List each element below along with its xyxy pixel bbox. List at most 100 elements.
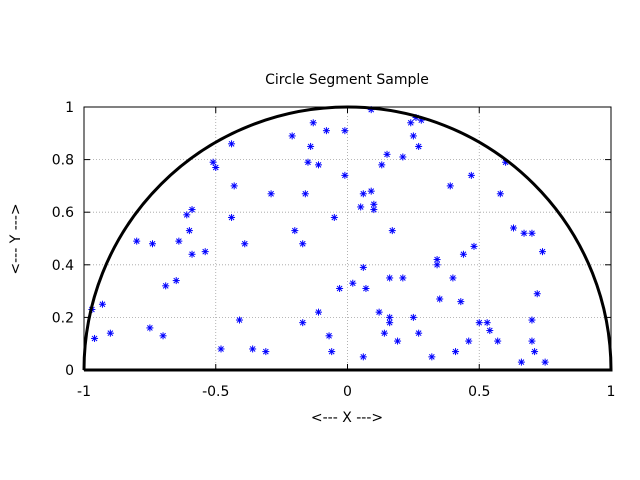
x-tick-label: 0 [343, 384, 352, 400]
data-point [212, 163, 220, 171]
data-point [409, 313, 417, 321]
data-point [288, 132, 296, 140]
data-point [399, 153, 407, 161]
data-point [322, 127, 330, 135]
data-point [341, 127, 349, 135]
x-tick-label: -0.5 [202, 384, 229, 400]
data-point [341, 171, 349, 179]
data-point [380, 329, 388, 337]
data-point [528, 337, 536, 345]
data-point [315, 161, 323, 169]
grid-lines [84, 107, 611, 370]
data-point [486, 327, 494, 335]
data-point [483, 319, 491, 327]
x-tick-label: 1 [607, 384, 616, 400]
x-tick-label: 0.5 [468, 384, 490, 400]
data-point [162, 282, 170, 290]
data-point [457, 298, 465, 306]
data-point [149, 240, 157, 248]
data-point [183, 211, 191, 219]
data-point [520, 229, 528, 237]
x-axis-label: <--- X ---> [311, 410, 383, 426]
data-point [465, 337, 473, 345]
data-point [541, 358, 549, 366]
data-point [494, 337, 502, 345]
data-point [359, 263, 367, 271]
data-point [475, 319, 483, 327]
data-point [459, 250, 467, 258]
data-point [415, 329, 423, 337]
y-tick-label: 0 [65, 363, 74, 379]
data-point [436, 295, 444, 303]
data-point [415, 142, 423, 150]
data-point [262, 348, 270, 356]
data-point [328, 348, 336, 356]
data-point [188, 206, 196, 214]
data-point [235, 316, 243, 324]
data-point [531, 348, 539, 356]
data-point [407, 119, 415, 127]
tick-labels: -1 -0.5 0 0.5 1 0 0.2 0.4 0.6 0.8 1 [52, 100, 616, 400]
y-axis-label: <--- Y ---> [8, 203, 24, 274]
plot-frame [83, 106, 612, 371]
y-tick-label: 0.6 [52, 205, 74, 221]
data-point [357, 203, 365, 211]
data-point [330, 213, 338, 221]
data-point [201, 248, 209, 256]
data-point [307, 142, 315, 150]
y-tick-label: 0.4 [52, 258, 74, 274]
data-point [91, 334, 99, 342]
data-point [359, 190, 367, 198]
data-point [291, 227, 299, 235]
data-point [175, 237, 183, 245]
data-point [362, 284, 370, 292]
data-point [386, 319, 394, 327]
data-point [336, 284, 344, 292]
data-point [388, 227, 396, 235]
data-point [370, 200, 378, 208]
data-point [446, 182, 454, 190]
data-point [309, 119, 317, 127]
data-point [159, 332, 167, 340]
data-point [428, 353, 436, 361]
data-point [228, 140, 236, 148]
y-tick-label: 0.8 [52, 153, 74, 169]
data-point [217, 345, 225, 353]
y-tick-label: 0.2 [52, 310, 74, 326]
data-point [538, 248, 546, 256]
data-point [409, 132, 417, 140]
data-point [241, 240, 249, 248]
data-point [267, 190, 275, 198]
data-point [383, 150, 391, 158]
data-point [452, 348, 460, 356]
data-point [370, 206, 378, 214]
data-point [228, 213, 236, 221]
data-point [378, 161, 386, 169]
data-point [230, 182, 238, 190]
data-point [470, 242, 478, 250]
data-point [299, 240, 307, 248]
data-point [209, 158, 217, 166]
data-point [510, 224, 518, 232]
data-point [433, 261, 441, 269]
data-point [533, 290, 541, 298]
data-point [528, 316, 536, 324]
data-point [106, 329, 114, 337]
data-point [349, 279, 357, 287]
data-point [299, 319, 307, 327]
y-tick-label: 1 [65, 100, 74, 116]
data-point [386, 274, 394, 282]
chart-title: Circle Segment Sample [265, 72, 429, 88]
data-point [394, 337, 402, 345]
data-point [304, 158, 312, 166]
data-point [359, 353, 367, 361]
data-point [449, 274, 457, 282]
data-point [188, 250, 196, 258]
data-point [433, 256, 441, 264]
data-point [301, 190, 309, 198]
data-point [399, 274, 407, 282]
data-point [249, 345, 257, 353]
data-point [133, 237, 141, 245]
